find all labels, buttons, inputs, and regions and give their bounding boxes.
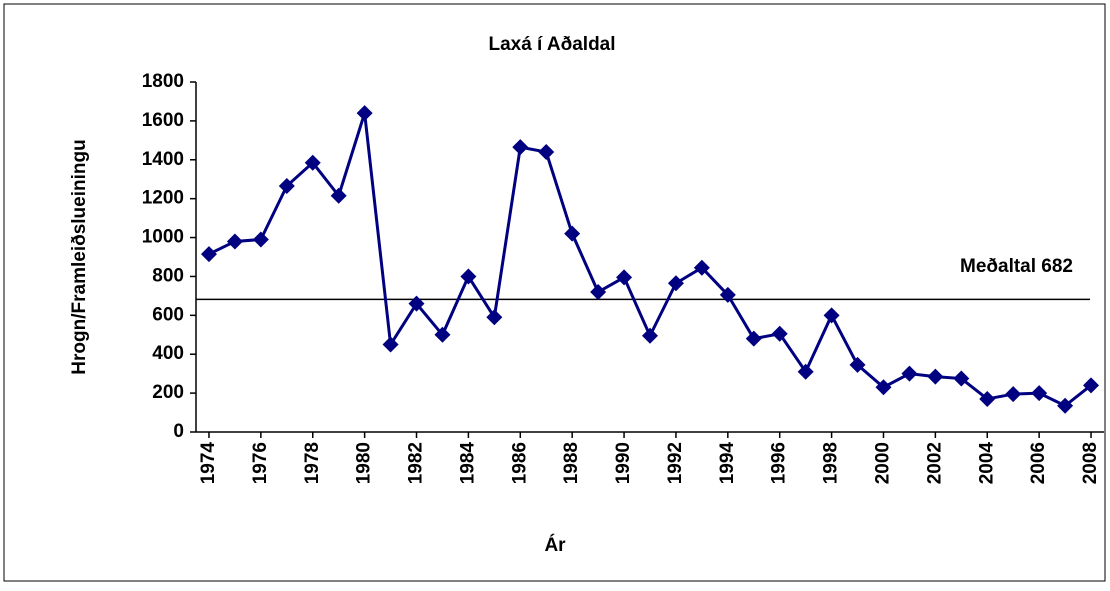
point-marker — [356, 105, 373, 122]
y-tick-label: 400 — [152, 343, 184, 364]
x-tick-label: 1988 — [561, 442, 582, 484]
x-tick-label: 2006 — [1028, 442, 1049, 484]
point-marker — [797, 363, 814, 380]
point-marker — [667, 275, 684, 292]
y-tick-label: 1400 — [142, 149, 184, 170]
chart-title: Laxá í Aðaldal — [488, 34, 615, 55]
y-tick-label: 1800 — [142, 71, 184, 92]
point-marker — [616, 269, 633, 286]
y-tick-label: 600 — [152, 304, 184, 325]
x-tick-label: 2008 — [1080, 442, 1101, 484]
x-tick-label: 1992 — [665, 442, 686, 484]
x-tick-label: 1982 — [406, 442, 427, 484]
x-tick-label: 1996 — [769, 442, 790, 484]
x-tick-label: 1976 — [250, 442, 271, 484]
y-tick-label: 800 — [152, 265, 184, 286]
x-axis-label: Ár — [544, 534, 566, 556]
point-marker — [771, 325, 788, 342]
point-marker — [849, 356, 866, 373]
x-tick-label: 2004 — [976, 442, 997, 485]
point-marker — [434, 326, 451, 343]
y-tick-label: 1200 — [142, 188, 184, 209]
y-tick-label: 0 — [173, 421, 184, 442]
point-marker — [901, 365, 918, 382]
point-marker — [745, 330, 762, 347]
y-tick-label: 1600 — [142, 110, 184, 131]
point-marker — [1083, 377, 1100, 394]
point-marker — [278, 178, 295, 195]
point-marker — [590, 284, 607, 300]
y-axis-label: Hrogn/Framleiðslueiningu — [69, 139, 90, 374]
x-tick-label: 1986 — [509, 442, 530, 484]
point-marker — [719, 286, 736, 303]
point-marker — [538, 144, 555, 160]
point-marker — [693, 259, 710, 276]
y-tick-label: 200 — [152, 382, 184, 403]
x-tick-label: 1984 — [457, 442, 478, 485]
point-marker — [226, 233, 243, 250]
x-tick-label: 1998 — [821, 442, 842, 484]
point-marker — [460, 268, 477, 285]
point-marker — [330, 187, 347, 204]
point-marker — [1005, 386, 1022, 403]
point-marker — [953, 370, 970, 387]
point-marker — [1057, 397, 1074, 414]
point-marker — [486, 309, 503, 326]
y-tick-label: 1000 — [142, 227, 184, 248]
point-marker — [1031, 385, 1048, 402]
point-marker — [382, 336, 399, 353]
point-marker — [512, 139, 529, 156]
point-marker — [304, 154, 321, 171]
point-marker — [927, 368, 944, 385]
point-marker — [564, 225, 581, 242]
point-marker — [875, 379, 892, 396]
x-tick-label: 2002 — [924, 442, 945, 484]
point-marker — [200, 246, 217, 263]
x-tick-label: 2000 — [873, 442, 894, 484]
x-tick-label: 1978 — [302, 442, 323, 484]
x-tick-label: 1994 — [717, 442, 738, 485]
point-marker — [252, 231, 269, 248]
point-marker — [823, 307, 840, 324]
x-tick-label: 1974 — [198, 442, 219, 485]
point-marker — [408, 295, 425, 312]
x-tick-label: 1980 — [354, 442, 375, 484]
chart-border — [3, 3, 1106, 582]
x-tick-label: 1990 — [613, 442, 634, 484]
point-marker — [979, 390, 996, 407]
point-marker — [642, 327, 658, 344]
mean-label: Meðaltal 682 — [960, 256, 1073, 277]
